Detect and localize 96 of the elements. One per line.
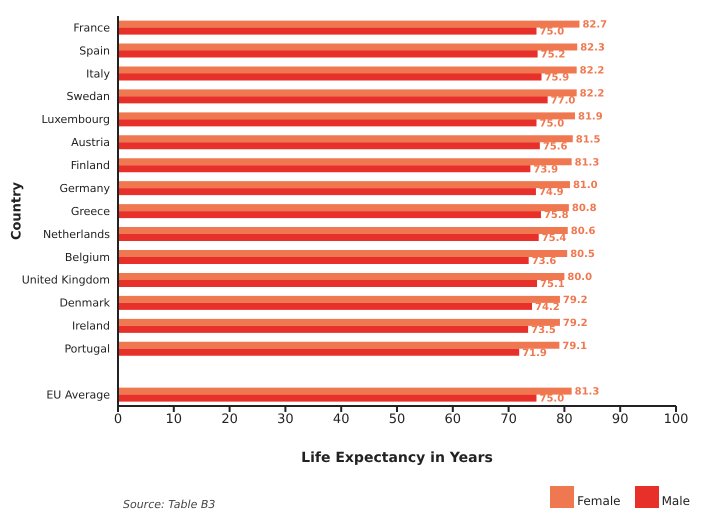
y-tick-label: Ireland (72, 320, 110, 333)
source-note: Source: Table B3 (123, 498, 216, 511)
bar (118, 112, 575, 120)
bar (118, 272, 564, 280)
bar (118, 318, 560, 326)
bar (118, 135, 573, 142)
y-tick-label: Greece (70, 204, 110, 218)
x-tick-label: 20 (221, 412, 238, 428)
bar (118, 119, 536, 126)
data-label: 75.9 (544, 72, 570, 84)
x-tick-label: 0 (114, 412, 122, 428)
data-label: 82.7 (582, 20, 608, 31)
data-label: 79.2 (562, 318, 588, 329)
x-tick-label: 30 (277, 412, 294, 428)
x-tick-label: 60 (444, 412, 462, 428)
legend-label: Female (577, 494, 621, 508)
data-label: 73.6 (532, 256, 556, 268)
x-tick-label: 90 (612, 412, 628, 428)
bar (118, 20, 580, 28)
data-label: 74.9 (538, 187, 564, 198)
legend-label: Male (662, 494, 690, 508)
x-tick-label: 100 (664, 412, 688, 428)
y-tick-label: Denmark (59, 296, 111, 310)
x-tick-label: 70 (500, 412, 517, 428)
bar (118, 50, 538, 58)
x-tick-label: 50 (388, 412, 406, 428)
x-tick-label: 40 (332, 412, 350, 428)
data-label: 71.9 (522, 348, 547, 359)
y-tick-label: Luxembourg (41, 113, 110, 126)
bar (118, 234, 539, 242)
data-label: 75.8 (544, 210, 569, 222)
y-axis-title: Country (10, 181, 25, 240)
data-label: 81.5 (576, 134, 600, 146)
bar (118, 394, 536, 402)
data-label: 73.5 (531, 324, 556, 336)
bar (118, 181, 570, 188)
y-tick-label: Germany (59, 182, 110, 195)
x-axis-title: Life Expectancy in Years (301, 450, 493, 466)
data-label: 81.3 (574, 157, 600, 168)
y-tick-label: Swedan (66, 90, 110, 104)
y-tick-label: France (73, 21, 110, 34)
bar (118, 342, 560, 349)
bar (118, 188, 536, 196)
bar (118, 302, 532, 310)
data-label: 80.0 (567, 272, 592, 283)
data-label: 77.0 (550, 95, 576, 106)
data-label: 80.5 (570, 249, 595, 260)
bar (118, 142, 540, 150)
bar (118, 280, 538, 287)
bar (118, 96, 548, 104)
y-tick-label: Finland (70, 159, 110, 172)
bar (118, 326, 528, 333)
data-label: 82.2 (580, 66, 604, 77)
bar (118, 388, 572, 395)
data-label: 81.0 (572, 180, 598, 192)
bar (118, 257, 529, 264)
data-label: 75.0 (540, 118, 564, 130)
data-label: 75.0 (540, 26, 564, 38)
data-label: 74.2 (535, 302, 560, 313)
bar (118, 165, 530, 172)
data-label: 79.2 (562, 294, 588, 306)
data-label: 82.2 (580, 88, 604, 100)
y-tick-label: Belgium (64, 250, 110, 264)
data-label: 75.2 (540, 50, 566, 61)
bar (118, 250, 568, 257)
bar (118, 348, 520, 356)
data-label: 75.4 (542, 233, 566, 244)
y-tick-label: United Kingdom (22, 274, 110, 287)
data-label: 75.0 (540, 394, 564, 405)
bar (118, 66, 577, 74)
bar (118, 44, 578, 51)
bar (118, 296, 560, 303)
bar (118, 28, 536, 35)
x-tick-label: 10 (166, 412, 182, 428)
data-label: 81.3 (574, 386, 600, 398)
bar (118, 89, 577, 96)
data-label: 82.3 (580, 42, 605, 54)
y-tick-label: Spain (79, 44, 110, 58)
y-tick-label: Italy (86, 67, 110, 80)
data-label: 81.9 (578, 111, 603, 122)
data-label: 80.8 (572, 203, 597, 214)
y-tick-label: EU Average (46, 388, 110, 402)
bar (118, 204, 569, 212)
data-label: 75.6 (542, 141, 568, 152)
y-tick-label: Portugal (64, 342, 110, 356)
bar (118, 227, 568, 234)
bar (118, 158, 572, 166)
data-label: 80.6 (570, 226, 596, 238)
bar (118, 73, 542, 80)
bar (118, 211, 541, 218)
y-tick-label: Netherlands (42, 228, 110, 241)
data-label: 75.1 (540, 278, 565, 290)
data-label: 79.1 (562, 340, 588, 352)
data-label: 73.9 (533, 164, 558, 176)
y-tick-label: Austria (71, 136, 110, 150)
x-tick-label: 80 (556, 412, 573, 428)
